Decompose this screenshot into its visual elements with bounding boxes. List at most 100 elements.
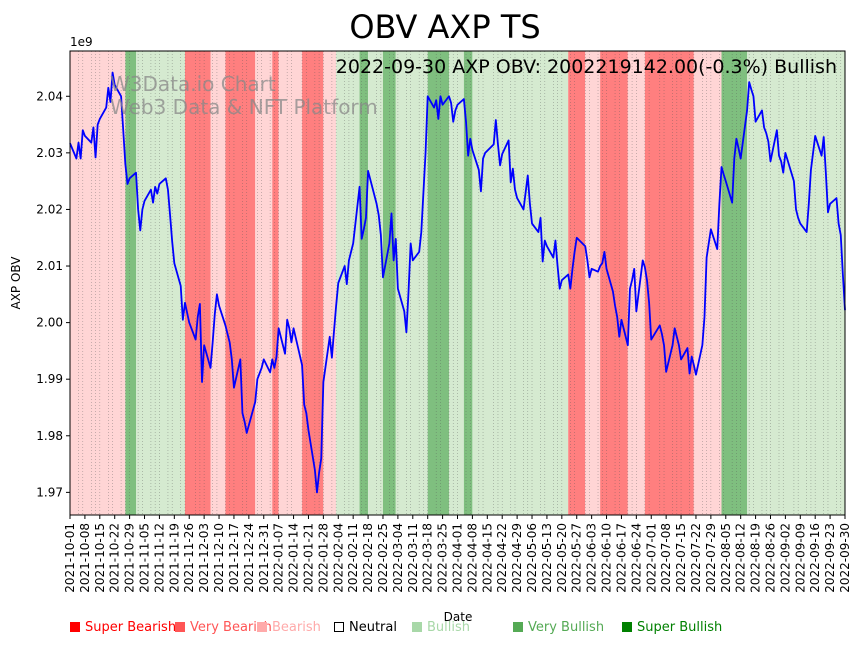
x-tick-label: 2021-12-10 [212,523,226,593]
regime-band-24 [644,51,694,515]
regime-band-16 [427,51,449,515]
regime-band-6 [255,51,273,515]
y-axis-label: AXP OBV [9,256,23,310]
x-tick-label: 2022-04-29 [510,523,524,593]
x-tick-label: 2022-07-08 [659,523,673,593]
legend-item-neutral: Neutral [334,620,397,635]
chart-title: OBV AXP TS [349,8,540,46]
y-tick-label: 2.01 [36,259,63,273]
x-tick-label: 2022-08-05 [719,523,733,593]
x-tick-label: 2022-01-14 [287,523,301,593]
x-tick-label: 2022-09-16 [808,523,822,593]
obv-line-layer [69,71,846,494]
regime-band-10 [323,51,337,515]
x-tick-label: 2022-09-09 [793,523,807,593]
x-tick-label: 2021-12-24 [242,523,256,593]
regime-band-13 [368,51,383,515]
legend-item-bearish: Bearish [257,620,321,635]
x-tick-label: 2021-10-01 [63,523,77,593]
watermark: W3Data.io Chart Web3 Data & NFT Platform [110,72,378,119]
regime-band-7 [272,51,279,515]
y-multiplier-label: 1e9 [70,35,93,49]
x-tick-label: 2022-06-10 [600,523,614,593]
regime-band-18 [463,51,473,515]
x-tick-label: 2022-06-17 [614,523,628,593]
obv-series-line [69,71,846,494]
x-tick-label: 2022-05-06 [525,523,539,593]
regime-band-3 [184,51,211,515]
x-tick-label: 2022-07-15 [674,523,688,593]
regime-band-9 [302,51,324,515]
x-tick-label: 2022-05-27 [570,523,584,593]
x-tick-label: 2022-01-28 [316,523,330,593]
regime-band-22 [600,51,628,515]
x-tick-label: 2021-11-12 [152,523,166,593]
legend-swatch [513,622,523,632]
regime-band-12 [359,51,369,515]
y-tick-label: 2.02 [36,202,63,216]
y-tick-label: 2.04 [36,89,63,103]
legend-item-super-bullish: Super Bullish [622,620,722,635]
x-tick-label: 2022-08-19 [749,523,763,593]
x-tick-label: 2022-07-29 [704,523,718,593]
x-tick-label: 2021-10-15 [93,523,107,593]
x-tick-label: 2021-11-26 [182,523,196,593]
legend-item-very-bullish: Very Bullish [513,620,604,635]
regime-band-20 [568,51,586,515]
y-tick-label: 2.00 [36,316,63,330]
legend-item-super-bearish: Super Bearish [70,620,176,635]
x-tick-label: 2022-02-04 [331,523,345,593]
regime-band-21 [585,51,601,515]
regime-band-1 [125,51,137,515]
regime-band-26 [721,51,748,515]
regime-band-19 [472,51,569,515]
x-tick-label: 2022-07-01 [644,523,658,593]
annotation-text: 2022-09-30 AXP OBV: 2002219142.00(-0.3%)… [336,56,837,78]
regime-band-27 [747,51,769,515]
y-tick-label: 2.03 [36,146,63,160]
regime-band-8 [278,51,303,515]
x-tick-label: 2022-05-13 [540,523,554,593]
legend-item-bullish: Bullish [412,620,470,635]
legend-item-very-bearish: Very Bearish [175,620,272,635]
legend: Super Bearish Very Bearish Bearish Neutral B… [70,620,850,638]
x-tick-label: 2021-11-05 [138,523,152,593]
x-tick-label: 2022-08-12 [734,523,748,593]
x-tick-label: 2022-08-26 [763,523,777,593]
legend-swatch [412,622,422,632]
regime-band-25 [693,51,722,515]
x-tick-label: 2021-12-31 [257,523,271,593]
x-tick-label: 2021-12-17 [227,523,241,593]
x-tick-label: 2021-10-08 [78,523,92,593]
legend-label: Super Bullish [637,620,723,635]
x-tick-label: 2022-06-24 [629,523,643,593]
regime-band-2 [136,51,185,515]
x-tick-label: 2021-10-22 [108,523,122,593]
x-grid [69,51,846,515]
y-tick-label: 1.97 [36,485,63,499]
x-tick-label: 2022-03-11 [406,523,420,593]
legend-label: Neutral [349,620,397,635]
x-tick-label: 2022-04-01 [451,523,465,593]
watermark-line-2: Web3 Data & NFT Platform [110,95,378,119]
x-tick-label: 2022-05-20 [555,523,569,593]
x-tick-label: 2022-07-22 [689,523,703,593]
x-tick-label: 2022-03-04 [391,523,405,593]
watermark-line-1: W3Data.io Chart [110,72,276,96]
legend-swatch [622,622,632,632]
legend-swatch [70,622,80,632]
x-tick-label: 2022-04-22 [495,523,509,593]
x-tick-label: 2022-09-30 [838,523,852,593]
regime-band-5 [225,51,256,515]
x-tick-label: 2022-04-08 [465,523,479,593]
regime-band-17 [448,51,464,515]
x-tick-label: 2022-09-02 [778,523,792,593]
regime-band-15 [395,51,428,515]
x-tick-label: 2022-02-11 [346,523,360,593]
legend-swatch [257,622,267,632]
y-tick-label: 1.98 [36,429,63,443]
x-tick-label: 2021-12-03 [197,523,211,593]
legend-swatch [334,622,344,632]
x-tick-label: 2022-09-23 [823,523,837,593]
